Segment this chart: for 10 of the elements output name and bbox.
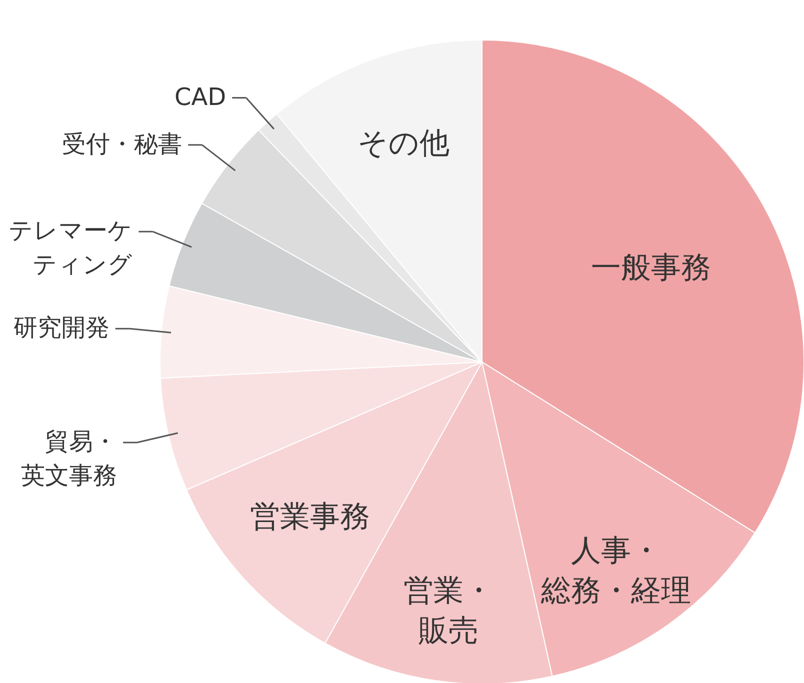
slice-label: 営業・販売 — [404, 573, 494, 648]
slice-label: その他 — [357, 126, 450, 161]
slice-label: 人事・総務・経理 — [540, 533, 691, 608]
slice-label: 受付・秘書 — [62, 130, 182, 158]
slice-label: 一般事務 — [591, 250, 712, 286]
slice-label: 研究開発 — [13, 314, 110, 342]
slice-label: CAD — [174, 82, 226, 111]
slice-label: 貿易・英文事務 — [21, 428, 118, 490]
slice-label: 営業事務 — [250, 499, 370, 534]
slice-label: テレマーケティング — [8, 216, 133, 279]
